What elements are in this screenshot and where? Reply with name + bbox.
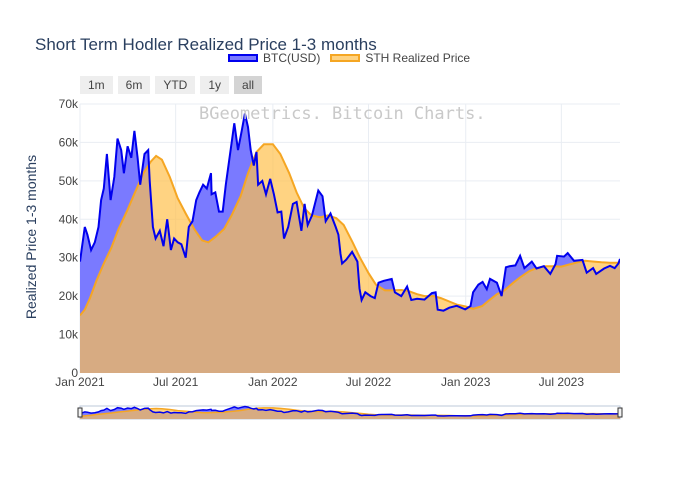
legend-swatch-btc [228,54,258,62]
sth-line [80,143,620,317]
plot-area[interactable] [80,113,620,373]
chart-title: Short Term Hodler Realized Price 1-3 mon… [35,35,377,54]
sth-area [80,144,620,373]
y-axis: 0 10k 20k 30k 40k 50k 60k 70k [59,97,79,380]
y-tick-label: 50k [59,174,79,188]
y-tick-label: 40k [59,212,79,226]
y-tick-label: 10k [59,328,79,342]
range-button-6m[interactable]: 6m [117,76,151,94]
x-tick-label: Jul 2022 [346,375,392,389]
y-axis-title: Realized Price 1-3 months [23,154,39,320]
range-slider[interactable] [77,405,623,420]
range-slider-handle-right[interactable] [617,407,623,418]
range-slider-handle-left[interactable] [77,407,83,418]
range-selector: 1m 6m YTD 1y all [80,76,263,94]
legend-label-sth: STH Realized Price [365,51,471,65]
legend-item-btc[interactable]: BTC(USD) [228,51,320,65]
range-button-ytd[interactable]: YTD [155,76,196,94]
y-tick-label: 0 [71,366,78,380]
range-button-1m[interactable]: 1m [80,76,113,94]
x-tick-label: Jan 2021 [55,375,105,389]
watermark: BGeometrics. Bitcoin Charts. [199,104,486,124]
x-tick-label: Jul 2021 [153,375,199,389]
legend: BTC(USD) STH Realized Price [228,51,470,65]
x-tick-label: Jan 2023 [441,375,491,389]
x-axis: Jan 2021 Jul 2021 Jan 2022 Jul 2022 Jan 2023… [55,375,584,389]
x-tick-label: Jul 2023 [539,375,585,389]
y-tick-label: 60k [59,135,79,149]
legend-item-sth[interactable]: STH Realized Price [330,51,470,65]
legend-swatch-sth [330,54,361,62]
range-button-1y[interactable]: 1y [200,76,230,94]
btc-line [80,113,620,312]
range-button-all[interactable]: all [234,76,263,94]
x-tick-label: Jan 2022 [248,375,298,389]
legend-label-btc: BTC(USD) [263,51,321,65]
y-tick-label: 30k [59,251,79,265]
slider-btc-line [79,405,621,417]
y-tick-label: 20k [59,289,79,303]
y-tick-label: 70k [59,97,79,111]
